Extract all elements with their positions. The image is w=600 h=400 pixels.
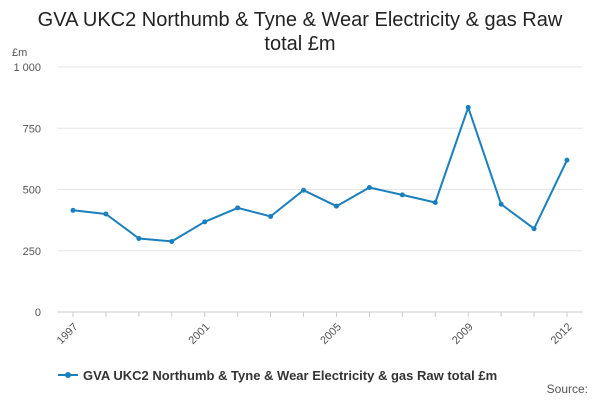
data-point[interactable] (399, 192, 405, 198)
x-axis-ticks: 1997 2001 2005 2009 2012 (55, 312, 575, 347)
y-tick-label: 750 (23, 123, 41, 135)
series-line (72, 106, 568, 243)
data-point[interactable] (465, 104, 471, 110)
legend-line-swatch-icon (58, 369, 78, 381)
data-point[interactable] (169, 238, 175, 244)
y-tick-label: 250 (23, 246, 41, 258)
chart-title-line-2: total £m (264, 33, 336, 55)
data-point[interactable] (366, 185, 372, 191)
source-label: Source: (546, 382, 588, 396)
y-tick-label: 1 000 (13, 62, 41, 74)
x-tick-label: 2005 (318, 321, 344, 347)
data-point[interactable] (432, 199, 438, 205)
data-point[interactable] (103, 211, 109, 217)
x-tick-label: 2001 (187, 321, 213, 347)
data-point[interactable] (498, 201, 504, 207)
data-point[interactable] (333, 203, 339, 209)
x-tick-label: 1997 (55, 321, 81, 347)
y-axis-label: £m (12, 47, 27, 59)
series-group (70, 104, 570, 244)
data-point[interactable] (564, 157, 570, 163)
gridlines (57, 66, 583, 252)
y-axis-ticks: 0 250 500 750 1 000 (13, 62, 41, 319)
data-point[interactable] (268, 213, 274, 219)
data-point[interactable] (531, 226, 537, 232)
chart-title-line-1: GVA UKC2 Northumb & Tyne & Wear Electric… (37, 9, 563, 31)
chart-title: GVA UKC2 Northumb & Tyne & Wear Electric… (0, 8, 600, 56)
data-point[interactable] (136, 236, 142, 241)
data-point[interactable] (301, 187, 307, 193)
y-tick-label: 0 (35, 307, 41, 319)
y-tick-label: 500 (23, 185, 41, 197)
legend-label: GVA UKC2 Northumb & Tyne & Wear Electric… (83, 367, 498, 383)
x-tick-label: 2012 (549, 321, 575, 347)
data-point[interactable] (202, 219, 208, 225)
data-point[interactable] (235, 205, 241, 211)
x-tick-label: 2009 (450, 321, 476, 347)
data-point[interactable] (70, 207, 76, 213)
legend[interactable]: GVA UKC2 Northumb & Tyne & Wear Electric… (58, 366, 497, 384)
